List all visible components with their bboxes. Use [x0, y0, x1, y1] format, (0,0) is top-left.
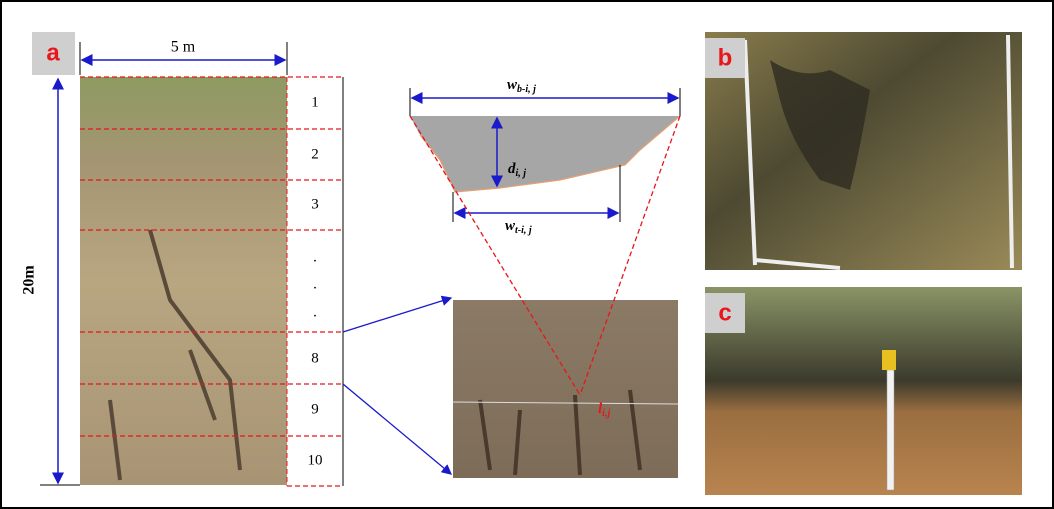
panel-label: b: [718, 44, 733, 71]
segment-label: 3: [311, 196, 319, 212]
segment-label: 2: [311, 146, 319, 162]
panel-label: a: [46, 39, 60, 66]
segment-label: .: [313, 249, 317, 265]
width-label: 5 m: [171, 39, 196, 56]
panel-label: c: [718, 299, 731, 326]
height-label: 20m: [21, 265, 38, 295]
segment-label: 1: [311, 94, 319, 110]
segment-label: 9: [311, 401, 319, 417]
segment-label: .: [313, 276, 317, 292]
segment-label: 8: [311, 350, 319, 366]
figure: a 5 m 20m 123...8910 wb-i, j di, j wt-i,…: [0, 0, 1054, 509]
segment-label: 10: [308, 452, 323, 468]
pit-photo: [705, 287, 1022, 495]
segment-label: .: [313, 304, 317, 320]
